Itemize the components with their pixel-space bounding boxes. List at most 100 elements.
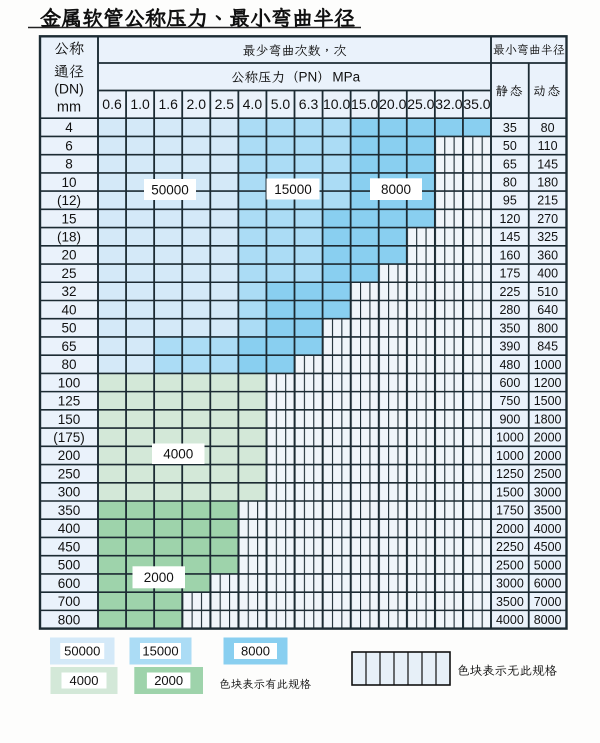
svg-text:40: 40	[61, 302, 76, 317]
svg-text:6000: 6000	[534, 577, 562, 591]
svg-text:PN: PN	[299, 70, 318, 85]
svg-text:3000: 3000	[534, 485, 562, 499]
svg-text:4000: 4000	[534, 522, 562, 536]
svg-text:15.0: 15.0	[351, 96, 378, 112]
svg-text:25.0: 25.0	[407, 96, 434, 112]
svg-text:15000: 15000	[274, 182, 312, 197]
svg-text:510: 510	[537, 285, 558, 299]
svg-text:150: 150	[58, 412, 81, 427]
svg-text:110: 110	[538, 139, 558, 153]
svg-text:600: 600	[58, 576, 81, 591]
svg-text:845: 845	[537, 340, 558, 354]
svg-text:1000: 1000	[496, 431, 524, 445]
svg-text:MPa: MPa	[332, 70, 360, 85]
svg-text:2250: 2250	[496, 540, 524, 554]
svg-text:200: 200	[58, 448, 81, 463]
svg-text:80: 80	[61, 357, 76, 372]
svg-text:8000: 8000	[381, 182, 411, 197]
svg-text:700: 700	[58, 594, 81, 609]
svg-text:8000: 8000	[241, 644, 270, 659]
svg-text:125: 125	[58, 394, 81, 409]
svg-text:7000: 7000	[534, 595, 562, 609]
svg-text:(18): (18)	[57, 229, 81, 244]
svg-text:160: 160	[499, 248, 520, 262]
svg-text:10.0: 10.0	[323, 96, 350, 112]
svg-text:(175): (175)	[53, 430, 85, 445]
svg-text:2000: 2000	[144, 570, 174, 585]
svg-text:480: 480	[499, 358, 520, 372]
svg-text:2000: 2000	[496, 522, 524, 536]
svg-text:350: 350	[58, 503, 81, 518]
svg-text:4.0: 4.0	[243, 96, 263, 112]
svg-text:1.0: 1.0	[130, 96, 150, 112]
svg-text:325: 325	[537, 230, 558, 244]
svg-text:640: 640	[537, 303, 558, 317]
svg-text:mm: mm	[57, 99, 81, 115]
svg-text:2000: 2000	[154, 673, 183, 688]
svg-text:3500: 3500	[496, 595, 524, 609]
svg-text:4500: 4500	[534, 540, 562, 554]
svg-text:6: 6	[65, 138, 73, 153]
svg-text:800: 800	[58, 612, 81, 627]
svg-text:1500: 1500	[534, 394, 562, 408]
svg-text:32.0: 32.0	[435, 96, 462, 112]
svg-text:2000: 2000	[534, 431, 562, 445]
svg-text:2000: 2000	[534, 449, 562, 463]
svg-text:65: 65	[61, 339, 76, 354]
svg-text:215: 215	[537, 194, 558, 208]
svg-text:1800: 1800	[534, 412, 562, 426]
svg-text:900: 900	[499, 412, 520, 426]
svg-text:65: 65	[503, 157, 517, 171]
svg-text:350: 350	[499, 321, 520, 335]
svg-text:20.0: 20.0	[379, 96, 406, 112]
svg-text:1000: 1000	[496, 449, 524, 463]
svg-text:390: 390	[499, 340, 520, 354]
svg-text:2500: 2500	[534, 467, 562, 481]
svg-text:80: 80	[541, 121, 555, 135]
svg-text:250: 250	[58, 466, 81, 481]
svg-text:280: 280	[499, 303, 520, 317]
svg-text:15000: 15000	[142, 644, 178, 659]
svg-text:2.5: 2.5	[215, 96, 235, 112]
svg-text:450: 450	[58, 539, 81, 554]
svg-text:32: 32	[61, 284, 76, 299]
svg-text:145: 145	[499, 230, 520, 244]
svg-text:750: 750	[499, 394, 520, 408]
svg-text:225: 225	[499, 285, 520, 299]
svg-text:2.0: 2.0	[187, 96, 207, 112]
svg-text:3500: 3500	[534, 504, 562, 518]
svg-text:(12): (12)	[57, 193, 81, 208]
svg-text:8: 8	[65, 157, 73, 172]
svg-text:180: 180	[537, 176, 558, 190]
svg-text:120: 120	[499, 212, 520, 226]
svg-text:15: 15	[61, 211, 76, 226]
svg-text:500: 500	[58, 558, 81, 573]
svg-text:35: 35	[503, 121, 517, 135]
svg-text:360: 360	[537, 248, 558, 262]
svg-text:50000: 50000	[151, 182, 189, 197]
svg-text:0.6: 0.6	[102, 96, 122, 112]
svg-text:1750: 1750	[496, 504, 524, 518]
svg-text:50: 50	[503, 139, 517, 153]
svg-text:1250: 1250	[496, 467, 524, 481]
svg-text:25: 25	[61, 266, 76, 281]
svg-text:100: 100	[58, 375, 81, 390]
svg-text:175: 175	[499, 267, 520, 281]
svg-text:4000: 4000	[70, 673, 99, 688]
svg-text:50: 50	[61, 321, 76, 336]
svg-text:35.0: 35.0	[463, 96, 490, 112]
svg-text:2500: 2500	[496, 558, 524, 572]
svg-text:3000: 3000	[496, 577, 524, 591]
svg-text:8000: 8000	[534, 613, 562, 627]
svg-text:1200: 1200	[534, 376, 562, 390]
svg-text:95: 95	[503, 194, 517, 208]
svg-text:5.0: 5.0	[271, 96, 291, 112]
svg-text:400: 400	[537, 267, 558, 281]
svg-text:(DN): (DN)	[54, 81, 84, 97]
svg-text:1000: 1000	[534, 358, 562, 372]
svg-text:10: 10	[61, 175, 76, 190]
svg-text:4000: 4000	[496, 613, 524, 627]
svg-text:50000: 50000	[64, 644, 100, 659]
svg-text:80: 80	[503, 176, 517, 190]
svg-text:600: 600	[499, 376, 520, 390]
